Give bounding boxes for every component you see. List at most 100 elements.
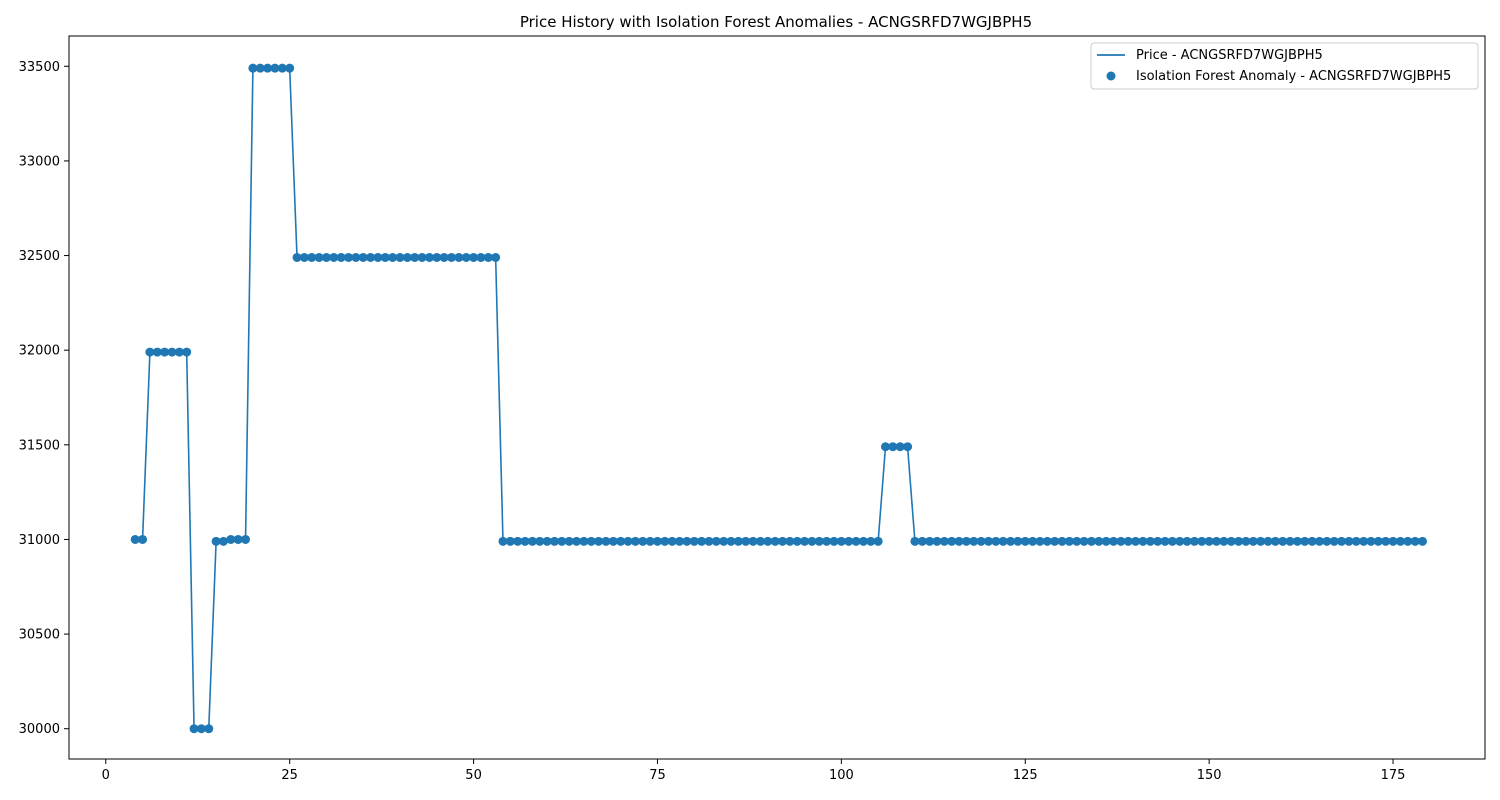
y-axis: 30000 30500 31000 31500 32000 32500 33000 33500 — [19, 60, 69, 737]
anomaly-point — [248, 63, 258, 73]
anomaly-point — [711, 536, 721, 546]
x-tick-label: 75 — [649, 768, 666, 783]
anomaly-point — [601, 536, 611, 546]
anomaly-point — [608, 536, 618, 546]
anomaly-point — [829, 536, 839, 546]
anomaly-point — [255, 63, 265, 73]
anomaly-point — [505, 536, 515, 546]
anomaly-point — [211, 536, 221, 546]
anomaly-point — [1006, 536, 1016, 546]
anomaly-point — [822, 536, 832, 546]
anomaly-point — [792, 536, 802, 546]
anomaly-point — [998, 536, 1008, 546]
anomaly-point — [292, 252, 302, 262]
anomaly-point — [277, 63, 287, 73]
anomaly-point — [800, 536, 810, 546]
anomaly-point — [1145, 536, 1155, 546]
anomaly-point — [329, 252, 339, 262]
anomaly-point — [1057, 536, 1067, 546]
anomaly-point — [1300, 536, 1310, 546]
anomaly-point — [557, 536, 567, 546]
legend-marker-swatch — [1106, 71, 1116, 81]
anomaly-point — [1072, 536, 1082, 546]
anomaly-point — [196, 724, 206, 734]
anomaly-point — [226, 534, 236, 544]
anomaly-point — [1175, 536, 1185, 546]
anomaly-point — [1094, 536, 1104, 546]
y-tick-label: 31000 — [19, 533, 60, 548]
x-tick-label: 0 — [102, 768, 110, 783]
anomaly-point — [1197, 536, 1207, 546]
anomaly-point — [763, 536, 773, 546]
anomaly-point — [307, 252, 317, 262]
anomaly-point — [778, 536, 788, 546]
anomaly-point — [1329, 536, 1339, 546]
anomaly-point — [1226, 536, 1236, 546]
anomaly-point — [152, 347, 162, 357]
anomaly-point — [748, 536, 758, 546]
legend-label-anomaly: Isolation Forest Anomaly - ACNGSRFD7WGJB… — [1136, 69, 1451, 84]
anomaly-point — [314, 252, 324, 262]
anomaly-point — [733, 536, 743, 546]
anomaly-point — [807, 536, 817, 546]
anomaly-point — [983, 536, 993, 546]
anomaly-point — [1101, 536, 1111, 546]
anomaly-point — [1241, 536, 1251, 546]
anomaly-point — [873, 536, 883, 546]
anomaly-point — [204, 724, 214, 734]
anomaly-point — [1410, 536, 1420, 546]
anomaly-point — [866, 536, 876, 546]
anomaly-point — [513, 536, 523, 546]
x-tick-label: 25 — [281, 768, 298, 783]
anomaly-point — [579, 536, 589, 546]
anomaly-point — [1064, 536, 1074, 546]
anomaly-point — [483, 252, 493, 262]
anomaly-point — [755, 536, 765, 546]
y-tick-label: 30000 — [19, 722, 60, 737]
anomaly-point — [439, 252, 449, 262]
y-tick-label: 33500 — [19, 60, 60, 75]
anomaly-point — [925, 536, 935, 546]
anomaly-point — [682, 536, 692, 546]
anomaly-point — [447, 252, 456, 262]
anomaly-point — [1307, 536, 1317, 546]
anomaly-point — [542, 536, 552, 546]
anomaly-point — [424, 252, 434, 262]
y-tick-label: 32000 — [19, 344, 60, 359]
anomaly-point — [299, 252, 309, 262]
anomaly-point — [432, 252, 442, 262]
anomaly-point — [638, 536, 648, 546]
legend: Price - ACNGSRFD7WGJBPH5 Isolation Fores… — [1090, 42, 1479, 90]
anomaly-point — [770, 536, 780, 546]
anomaly-point — [1381, 536, 1391, 546]
anomaly-point — [1388, 536, 1398, 546]
anomaly-point — [910, 536, 920, 546]
anomaly-point — [189, 724, 199, 734]
anomaly-point — [836, 536, 846, 546]
legend-label-price: Price - ACNGSRFD7WGJBPH5 — [1136, 48, 1323, 63]
anomaly-point — [1116, 536, 1126, 546]
anomaly-point — [954, 536, 964, 546]
anomaly-point — [174, 347, 184, 357]
anomaly-point — [652, 536, 662, 546]
anomaly-point — [1219, 536, 1229, 546]
anomaly-point — [1160, 536, 1170, 546]
anomaly-point — [351, 252, 361, 262]
x-tick-label: 125 — [1013, 768, 1038, 783]
anomaly-point — [675, 536, 685, 546]
anomaly-point — [1234, 536, 1244, 546]
anomaly-point — [491, 252, 501, 262]
anomaly-point — [1028, 536, 1038, 546]
anomaly-point — [1278, 536, 1288, 546]
anomaly-point — [1123, 536, 1133, 546]
y-tick-label: 33000 — [19, 154, 60, 169]
anomaly-point — [285, 63, 295, 73]
anomaly-point — [704, 536, 714, 546]
anomaly-point — [851, 536, 861, 546]
anomaly-point — [858, 536, 868, 546]
anomaly-point — [660, 536, 670, 546]
anomaly-point — [697, 536, 707, 546]
anomaly-point — [1337, 536, 1347, 546]
